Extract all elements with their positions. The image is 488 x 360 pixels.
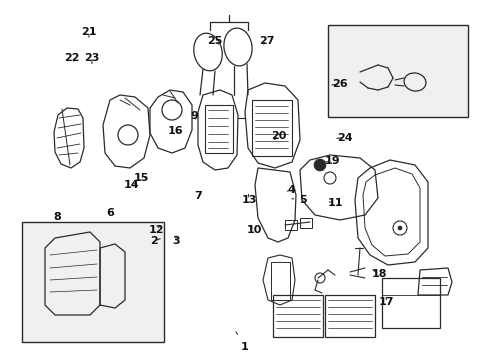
Text: 15: 15 bbox=[134, 173, 149, 183]
Circle shape bbox=[397, 226, 401, 230]
Bar bbox=[299, 218, 311, 228]
Text: 7: 7 bbox=[194, 191, 202, 201]
Text: 24: 24 bbox=[336, 132, 352, 143]
Text: 17: 17 bbox=[378, 297, 393, 307]
Bar bbox=[327, 25, 467, 117]
Text: 25: 25 bbox=[207, 36, 223, 46]
Text: 16: 16 bbox=[167, 126, 183, 136]
Text: 4: 4 bbox=[286, 185, 294, 195]
Text: 6: 6 bbox=[106, 208, 114, 219]
Bar bbox=[381, 278, 439, 328]
Bar bbox=[270, 262, 289, 300]
Bar bbox=[325, 295, 374, 337]
Text: 20: 20 bbox=[270, 131, 286, 141]
Bar bbox=[251, 100, 291, 156]
Text: 9: 9 bbox=[190, 111, 198, 121]
Bar bbox=[285, 220, 296, 230]
Circle shape bbox=[313, 159, 325, 171]
Text: 2: 2 bbox=[150, 236, 160, 246]
Text: 23: 23 bbox=[84, 53, 100, 64]
Text: 22: 22 bbox=[64, 53, 80, 63]
Text: 3: 3 bbox=[172, 236, 180, 246]
Text: 18: 18 bbox=[370, 269, 386, 279]
Text: 13: 13 bbox=[241, 194, 257, 205]
Text: 8: 8 bbox=[54, 212, 61, 222]
Bar bbox=[272, 295, 323, 337]
Bar bbox=[22, 222, 163, 342]
Text: 27: 27 bbox=[258, 36, 274, 46]
Text: 14: 14 bbox=[123, 180, 139, 190]
Text: 1: 1 bbox=[236, 332, 248, 352]
Text: 5: 5 bbox=[291, 195, 306, 205]
Bar bbox=[204, 105, 232, 153]
Text: 26: 26 bbox=[331, 79, 347, 89]
Text: 12: 12 bbox=[148, 225, 164, 235]
Text: 21: 21 bbox=[81, 27, 97, 37]
Text: 19: 19 bbox=[324, 156, 340, 166]
Text: 10: 10 bbox=[246, 225, 262, 235]
Text: 11: 11 bbox=[326, 198, 342, 208]
